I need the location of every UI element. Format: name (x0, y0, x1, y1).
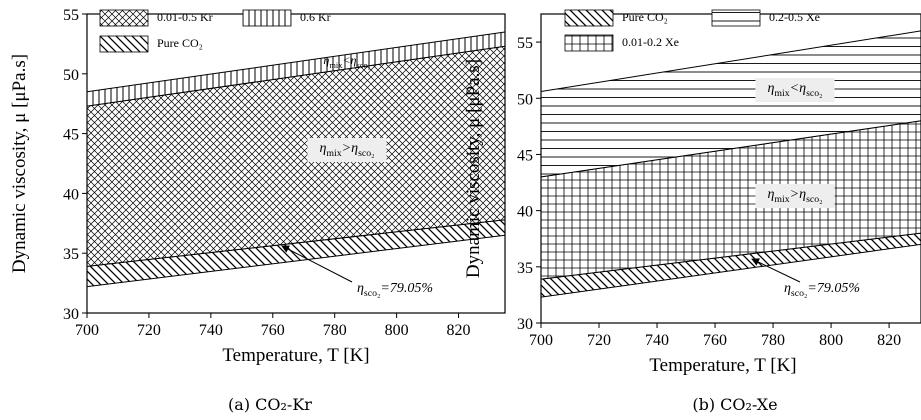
y-tick-label: 40 (517, 204, 533, 221)
annotation-part: sco₂ (364, 288, 380, 299)
annotation-part: η (357, 281, 364, 296)
annotation-arrow (751, 258, 801, 283)
x-tick-label: 760 (703, 332, 727, 349)
annotation-part: η (767, 81, 774, 96)
annotation-part: η (323, 53, 329, 67)
legend-swatch (99, 9, 149, 27)
panel: 30 35 40 45 50 55 700 720 740 760 780 800 820 Tempera… (463, 9, 921, 414)
band-edge (541, 30, 921, 93)
annotation: ηmix>ηsco₂ (319, 141, 374, 159)
caption: (a) CO₂-Kr (228, 395, 312, 414)
annotation-part: =79.05% (807, 281, 860, 296)
annotation-part: sco₂ (791, 288, 807, 299)
y-tick-label: 30 (517, 316, 533, 333)
band-edge (87, 45, 505, 107)
y-tick-label: 30 (63, 306, 79, 323)
annotation-box (755, 78, 835, 102)
x-tick-label: 700 (529, 332, 553, 349)
y-tick-label: 40 (63, 186, 79, 203)
y-tick-label: 55 (517, 35, 533, 52)
y-tick-label: 35 (63, 246, 79, 263)
annotation-part: >η (342, 141, 358, 156)
x-tick-label: 800 (819, 332, 843, 349)
x-tick-label: 720 (137, 322, 161, 339)
legend-swatch (242, 9, 292, 27)
legend-swatch (564, 34, 614, 52)
x-axis-label: Temperature, T [K] (222, 345, 369, 366)
band (541, 120, 921, 280)
y-tick-label: 50 (63, 67, 79, 84)
legend-label: Pure CO₂ (157, 36, 203, 50)
annotation-part: sco₂ (356, 61, 370, 70)
x-tick-label: 740 (199, 322, 223, 339)
band-edge (87, 31, 505, 93)
x-tick-label: 820 (877, 332, 901, 349)
annotation-part: sco₂ (806, 194, 822, 205)
x-tick-label: 780 (323, 322, 347, 339)
legend-label: 0.01-0.5 Kr (157, 10, 213, 24)
x-tick-label: 820 (447, 322, 471, 339)
annotation-part: mix (329, 61, 343, 70)
band (541, 30, 921, 177)
annotation-part: =79.05% (380, 281, 433, 296)
band (541, 233, 921, 298)
y-axis-label: Dynamic viscosity, μ [μPa.s] (463, 59, 484, 278)
legend-swatch (564, 9, 614, 27)
legend-swatch (99, 35, 149, 53)
annotation: ηsco₂=79.05% (357, 281, 433, 299)
x-tick-label: 760 (261, 322, 285, 339)
annotation-part: η (319, 141, 326, 156)
band-edge (87, 219, 505, 267)
annotation-part: sco₂ (358, 148, 374, 159)
annotation-part: mix (326, 148, 341, 159)
legend-swatch (711, 9, 761, 27)
band (87, 46, 505, 267)
annotation: ηmix<ηsco₂ (767, 81, 822, 99)
plot-area (541, 30, 921, 298)
annotation: ηsco₂=79.05% (784, 281, 860, 299)
legend-label: 0.6 Kr (300, 10, 331, 24)
annotation-box (755, 184, 835, 208)
panel: 30 35 40 45 50 55 700 720 740 760 780 800 820 Tempera… (9, 7, 506, 414)
y-axis-label: Dynamic viscosity, μ [μPa.s] (9, 54, 30, 273)
annotation-box (307, 138, 387, 162)
plot-area (87, 31, 505, 288)
x-tick-label: 700 (75, 322, 99, 339)
y-tick-label: 45 (517, 147, 533, 164)
band-edge (541, 232, 921, 280)
band-edge (87, 234, 505, 288)
band-edge (541, 243, 921, 298)
annotation-part: mix (774, 88, 789, 99)
y-tick-label: 35 (517, 260, 533, 277)
x-axis-label: Temperature, T [K] (649, 355, 796, 376)
annotation-part: η (767, 187, 774, 202)
plot-frame (86, 13, 506, 314)
x-tick-label: 720 (587, 332, 611, 349)
annotation-part: >η (790, 187, 806, 202)
band-edge (541, 120, 921, 178)
annotation: ηmix<ηsco₂ (323, 53, 370, 70)
caption: (b) CO₂-Xe (692, 395, 777, 414)
annotation-part: <η (342, 53, 356, 67)
annotation-part: <η (790, 81, 806, 96)
y-tick-label: 50 (517, 91, 533, 108)
legend-label: 0.2-0.5 Xe (769, 10, 820, 24)
annotation-part: mix (774, 194, 789, 205)
x-tick-label: 800 (385, 322, 409, 339)
y-tick-label: 55 (63, 7, 79, 24)
legend-label: 0.01-0.2 Xe (622, 35, 679, 49)
x-tick-label: 740 (645, 332, 669, 349)
annotation-part: sco₂ (806, 88, 822, 99)
annotation-part: η (784, 281, 791, 296)
y-tick-label: 45 (63, 127, 79, 144)
x-tick-label: 780 (761, 332, 785, 349)
annotation: ηmix>ηsco₂ (767, 187, 822, 205)
annotation-arrow (281, 245, 353, 283)
legend-label: Pure CO₂ (622, 10, 668, 24)
band (87, 31, 505, 107)
